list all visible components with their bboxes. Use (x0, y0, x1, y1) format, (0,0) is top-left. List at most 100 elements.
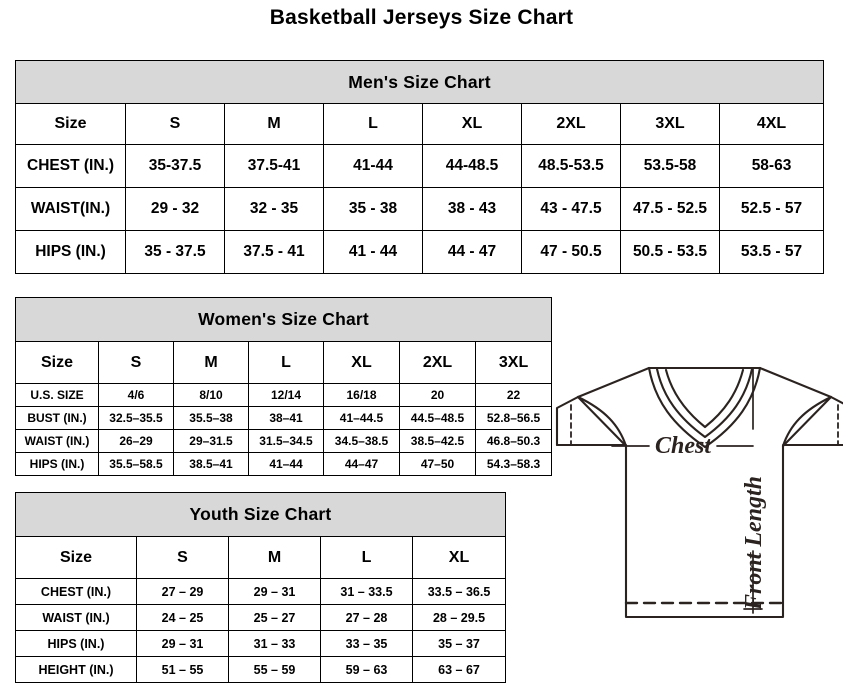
womens-hips-2xl: 47–50 (399, 452, 476, 476)
youth-row-label-waist: WAIST (IN.) (15, 604, 137, 631)
womens-hips-s: 35.5–58.5 (98, 452, 174, 476)
table-row: WAIST (IN.) 24 – 25 25 – 27 27 – 28 28 –… (15, 604, 507, 631)
mens-chest-s: 35-37.5 (125, 144, 225, 188)
mens-row-label-chest: CHEST (IN.) (15, 144, 126, 188)
mens-header-3xl: 3XL (620, 103, 720, 145)
youth-header-xl: XL (411, 536, 507, 579)
mens-header-l: L (323, 103, 423, 145)
mens-hips-s: 35 - 37.5 (125, 230, 225, 274)
mens-chest-4xl: 58-63 (718, 144, 825, 188)
womens-size-chart-table: Women's Size Chart Size S M L XL 2XL 3XL… (14, 297, 553, 476)
womens-row-label-waist: WAIST (IN.) (15, 429, 99, 453)
table-row: HIPS (IN.) 35 - 37.5 37.5 - 41 41 - 44 4… (15, 230, 825, 274)
womens-waist-l: 31.5–34.5 (248, 429, 324, 453)
youth-header-m: M (228, 536, 321, 579)
womens-ussize-2xl: 20 (399, 383, 476, 407)
womens-chart-caption: Women's Size Chart (14, 297, 553, 342)
table-row: CHEST (IN.) 35-37.5 37.5-41 41-44 44-48.… (15, 144, 825, 188)
table-row: WAIST (IN.) 26–29 29–31.5 31.5–34.5 34.5… (15, 429, 553, 453)
womens-bust-s: 32.5–35.5 (98, 406, 174, 430)
womens-header-2xl: 2XL (399, 341, 476, 384)
youth-header-row: Size S M L XL (15, 536, 507, 579)
mens-chest-m: 37.5-41 (224, 144, 324, 188)
mens-waist-3xl: 47.5 - 52.5 (620, 187, 720, 231)
chest-measurement-label: Chest (655, 433, 712, 459)
womens-waist-m: 29–31.5 (173, 429, 249, 453)
mens-chest-3xl: 53.5-58 (620, 144, 720, 188)
womens-header-3xl: 3XL (474, 341, 553, 384)
mens-header-s: S (125, 103, 225, 145)
youth-waist-xl: 28 – 29.5 (411, 604, 507, 631)
mens-header-row: Size S M L XL 2XL 3XL 4XL (15, 103, 825, 145)
womens-bust-2xl: 44.5–48.5 (399, 406, 476, 430)
mens-size-chart-table: Men's Size Chart Size S M L XL 2XL 3XL 4… (14, 60, 825, 274)
mens-waist-2xl: 43 - 47.5 (521, 187, 621, 231)
youth-chest-s: 27 – 29 (136, 578, 229, 605)
mens-caption-row: Men's Size Chart (14, 60, 825, 104)
womens-bust-xl: 41–44.5 (323, 406, 400, 430)
womens-row-label-us-size: U.S. SIZE (15, 383, 99, 407)
youth-hips-xl: 35 – 37 (411, 630, 507, 657)
mens-row-label-waist: WAIST(IN.) (15, 187, 126, 231)
youth-size-chart-table: Youth Size Chart Size S M L XL CHEST (IN… (14, 492, 507, 683)
womens-ussize-s: 4/6 (98, 383, 174, 407)
womens-row-label-hips: HIPS (IN.) (15, 452, 99, 476)
mens-header-4xl: 4XL (718, 103, 825, 145)
mens-waist-s: 29 - 32 (125, 187, 225, 231)
womens-bust-3xl: 52.8–56.5 (474, 406, 553, 430)
youth-hips-l: 33 – 35 (320, 630, 413, 657)
youth-header-l: L (320, 536, 413, 579)
womens-hips-m: 38.5–41 (173, 452, 249, 476)
womens-ussize-xl: 16/18 (323, 383, 400, 407)
mens-hips-2xl: 47 - 50.5 (521, 230, 621, 274)
womens-hips-l: 41–44 (248, 452, 324, 476)
mens-chest-2xl: 48.5-53.5 (521, 144, 621, 188)
youth-waist-s: 24 – 25 (136, 604, 229, 631)
youth-hips-m: 31 – 33 (228, 630, 321, 657)
mens-header-m: M (224, 103, 324, 145)
womens-header-xl: XL (323, 341, 400, 384)
mens-chest-l: 41-44 (323, 144, 423, 188)
womens-caption-row: Women's Size Chart (14, 297, 553, 342)
table-row: HIPS (IN.) 29 – 31 31 – 33 33 – 35 35 – … (15, 630, 507, 657)
womens-hips-3xl: 54.3–58.3 (474, 452, 553, 476)
womens-bust-m: 35.5–38 (173, 406, 249, 430)
mens-row-label-hips: HIPS (IN.) (15, 230, 126, 274)
womens-ussize-l: 12/14 (248, 383, 324, 407)
womens-bust-l: 38–41 (248, 406, 324, 430)
womens-header-size: Size (15, 341, 99, 384)
youth-row-label-hips: HIPS (IN.) (15, 630, 137, 657)
youth-chest-l: 31 – 33.5 (320, 578, 413, 605)
mens-header-2xl: 2XL (521, 103, 621, 145)
jersey-outline-icon (555, 366, 843, 619)
youth-waist-l: 27 – 28 (320, 604, 413, 631)
mens-waist-m: 32 - 35 (224, 187, 324, 231)
table-row: CHEST (IN.) 27 – 29 29 – 31 31 – 33.5 33… (15, 578, 507, 605)
mens-waist-xl: 38 - 43 (422, 187, 522, 231)
jersey-measurement-diagram: Chest Front Length (545, 355, 843, 675)
womens-header-m: M (173, 341, 249, 384)
table-row: BUST (IN.) 32.5–35.5 35.5–38 38–41 41–44… (15, 406, 553, 430)
womens-header-row: Size S M L XL 2XL 3XL (15, 341, 553, 384)
mens-waist-4xl: 52.5 - 57 (718, 187, 825, 231)
table-row: U.S. SIZE 4/6 8/10 12/14 16/18 20 22 (15, 383, 553, 407)
youth-header-size: Size (15, 536, 137, 579)
mens-hips-l: 41 - 44 (323, 230, 423, 274)
youth-row-label-chest: CHEST (IN.) (15, 578, 137, 605)
youth-header-s: S (136, 536, 229, 579)
table-row: WAIST(IN.) 29 - 32 32 - 35 35 - 38 38 - … (15, 187, 825, 231)
mens-chest-xl: 44-48.5 (422, 144, 522, 188)
mens-hips-xl: 44 - 47 (422, 230, 522, 274)
mens-hips-4xl: 53.5 - 57 (718, 230, 825, 274)
mens-header-size: Size (15, 103, 126, 145)
youth-chart-caption: Youth Size Chart (14, 492, 507, 537)
youth-chest-xl: 33.5 – 36.5 (411, 578, 507, 605)
mens-hips-m: 37.5 - 41 (224, 230, 324, 274)
youth-caption-row: Youth Size Chart (14, 492, 507, 537)
table-row: HIPS (IN.) 35.5–58.5 38.5–41 41–44 44–47… (15, 452, 553, 476)
youth-hips-s: 29 – 31 (136, 630, 229, 657)
womens-ussize-m: 8/10 (173, 383, 249, 407)
womens-waist-xl: 34.5–38.5 (323, 429, 400, 453)
mens-chart-caption: Men's Size Chart (14, 60, 825, 104)
page-title: Basketball Jerseys Size Chart (269, 6, 574, 29)
